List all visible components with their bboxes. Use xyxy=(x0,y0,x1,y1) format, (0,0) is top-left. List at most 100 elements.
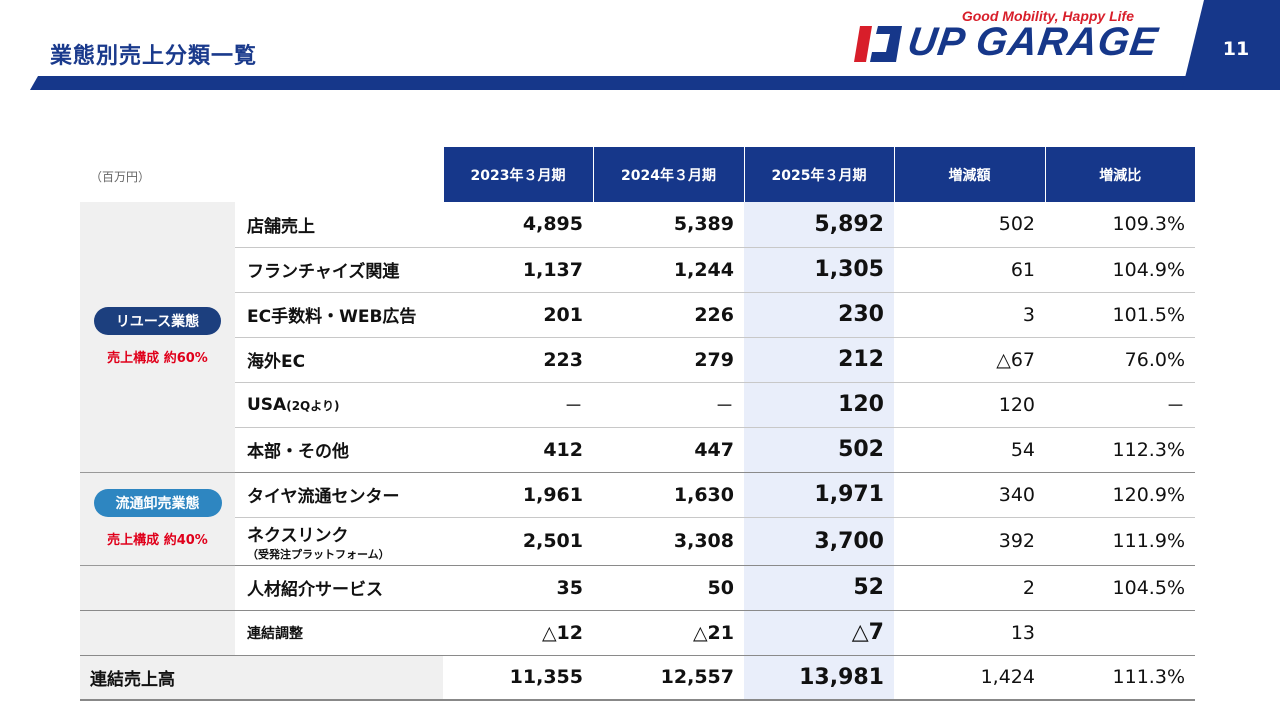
row-item: 本部・その他 xyxy=(235,427,443,473)
cell-ratio: 76.0% xyxy=(1045,337,1195,383)
cell-2023: 1,961 xyxy=(443,472,593,518)
cell-ratio: － xyxy=(1045,382,1195,428)
cell-2025: 230 xyxy=(744,292,894,338)
cell-ratio xyxy=(1045,610,1195,656)
row-item: 人材紹介サービス xyxy=(235,565,443,611)
total-row: 連結売上高 11,355 12,557 13,981 1,424 111.3% xyxy=(80,655,1195,701)
cell-2023: － xyxy=(443,382,593,428)
segment-composition: 売上構成 約40% xyxy=(107,533,208,548)
table-row: 連結調整 △12 △21 △7 13 xyxy=(80,610,1195,656)
column-header: 増減比 xyxy=(1044,147,1195,202)
row-item-label: USA xyxy=(247,394,287,415)
unit-label: （百万円） xyxy=(90,170,151,184)
cell-2025: 120 xyxy=(744,382,894,428)
cell-2024: 3,308 xyxy=(593,517,744,566)
cell-diff: 1,424 xyxy=(894,655,1045,701)
cell-2023: 2,501 xyxy=(443,517,593,566)
table-row: 流通卸売業態 売上構成 約40% タイヤ流通センター 1,961 1,630 1… xyxy=(80,472,1195,566)
cell-2024: 50 xyxy=(593,565,744,611)
cell-diff: 3 xyxy=(894,292,1045,338)
row-item: USA(2Qより) xyxy=(235,382,443,428)
row-item: タイヤ流通センター xyxy=(235,472,443,518)
table-row: フランチャイズ関連 1,137 1,244 1,305 61 104.9% xyxy=(80,247,1195,293)
row-item-label: ネクスリンク xyxy=(247,525,349,546)
logo-wordmark: UP GARAGE xyxy=(904,20,1161,64)
cell-diff: △67 xyxy=(894,337,1045,383)
cell-2024: 1,244 xyxy=(593,247,744,293)
cell-diff: 2 xyxy=(894,565,1045,611)
cell-2024: 5,389 xyxy=(593,202,744,248)
cell-2023: 1,137 xyxy=(443,247,593,293)
row-item-note: (2Qより) xyxy=(286,398,340,413)
row-item: 店舗売上 xyxy=(235,202,443,248)
cell-2024: 1,630 xyxy=(593,472,744,518)
segment-badge: リユース業態 xyxy=(93,307,222,336)
cell-2024: △21 xyxy=(593,610,744,656)
cell-2025: 212 xyxy=(744,337,894,383)
column-header: 2025年３月期 xyxy=(743,147,894,202)
segment-badge: 流通卸売業態 xyxy=(93,489,222,517)
sales-table: 2023年３月期 2024年３月期 2025年３月期 増減額 増減比 リユース業… xyxy=(80,147,1195,701)
cell-2024: 279 xyxy=(593,337,744,383)
column-header: 2024年３月期 xyxy=(592,147,744,202)
cell-2023: 35 xyxy=(443,565,593,611)
cell-2025: 52 xyxy=(744,565,894,611)
row-item-note: （受発注プラットフォーム） xyxy=(247,547,390,561)
table-row: ネクスリンク （受発注プラットフォーム） 2,501 3,308 3,700 3… xyxy=(80,517,1195,566)
cell-ratio: 120.9% xyxy=(1045,472,1195,518)
cell-2025: 502 xyxy=(744,427,894,473)
cell-2024: － xyxy=(593,382,744,428)
cell-ratio: 111.3% xyxy=(1045,655,1195,701)
table-row: 海外EC 223 279 212 △67 76.0% xyxy=(80,337,1195,383)
cell-2025: 5,892 xyxy=(744,202,894,248)
cell-ratio: 109.3% xyxy=(1045,202,1195,248)
cell-diff: 502 xyxy=(894,202,1045,248)
row-item: ネクスリンク （受発注プラットフォーム） xyxy=(235,517,443,566)
cell-2023: 11,355 xyxy=(443,655,593,701)
cell-2025: 3,700 xyxy=(744,517,894,566)
cell-diff: 54 xyxy=(894,427,1045,473)
logo-mark-icon xyxy=(854,26,902,62)
cell-diff: 61 xyxy=(894,247,1045,293)
page-title: 業態別売上分類一覧 xyxy=(50,44,258,69)
table-row: リユース業態 売上構成 約60% 店舗売上 4,895 5,389 5,892 … xyxy=(80,202,1195,473)
cell-2023: 4,895 xyxy=(443,202,593,248)
cell-2024: 226 xyxy=(593,292,744,338)
cell-2024: 447 xyxy=(593,427,744,473)
table-row: EC手数料・WEB広告 201 226 230 3 101.5% xyxy=(80,292,1195,338)
cell-2025: 13,981 xyxy=(744,655,894,701)
cell-diff: 340 xyxy=(894,472,1045,518)
company-logo: Good Mobility, Happy Life UP GARAGE xyxy=(852,8,1182,72)
cell-diff: 13 xyxy=(894,610,1045,656)
segment-wholesale: 流通卸売業態 売上構成 約40% xyxy=(80,472,235,566)
cell-2025: 1,305 xyxy=(744,247,894,293)
row-item: 連結調整 xyxy=(235,610,443,656)
cell-ratio: 104.9% xyxy=(1045,247,1195,293)
column-header: 2023年３月期 xyxy=(442,147,593,202)
table-header-row: 2023年３月期 2024年３月期 2025年３月期 増減額 増減比 xyxy=(80,147,1195,202)
row-item: EC手数料・WEB広告 xyxy=(235,292,443,338)
table-row: USA(2Qより) － － 120 120 － xyxy=(80,382,1195,428)
page-number: 11 xyxy=(1222,38,1250,60)
table-row: 本部・その他 412 447 502 54 112.3% xyxy=(80,427,1195,473)
segment-reuse: リユース業態 売上構成 約60% xyxy=(80,202,235,473)
cell-2023: 201 xyxy=(443,292,593,338)
header-bar xyxy=(30,76,1280,90)
cell-2023: 412 xyxy=(443,427,593,473)
cell-diff: 392 xyxy=(894,517,1045,566)
row-item: フランチャイズ関連 xyxy=(235,247,443,293)
segment-composition: 売上構成 約60% xyxy=(107,351,208,367)
cell-diff: 120 xyxy=(894,382,1045,428)
logo-tagline: Good Mobility, Happy Life xyxy=(961,8,1134,24)
cell-ratio: 101.5% xyxy=(1045,292,1195,338)
cell-ratio: 112.3% xyxy=(1045,427,1195,473)
cell-2023: △12 xyxy=(443,610,593,656)
total-label: 連結売上高 xyxy=(80,655,443,701)
cell-2024: 12,557 xyxy=(593,655,744,701)
cell-ratio: 104.5% xyxy=(1045,565,1195,611)
table-row: 人材紹介サービス 35 50 52 2 104.5% xyxy=(80,565,1195,611)
cell-2025: 1,971 xyxy=(744,472,894,518)
column-header: 増減額 xyxy=(893,147,1045,202)
row-item: 海外EC xyxy=(235,337,443,383)
cell-ratio: 111.9% xyxy=(1045,517,1195,566)
